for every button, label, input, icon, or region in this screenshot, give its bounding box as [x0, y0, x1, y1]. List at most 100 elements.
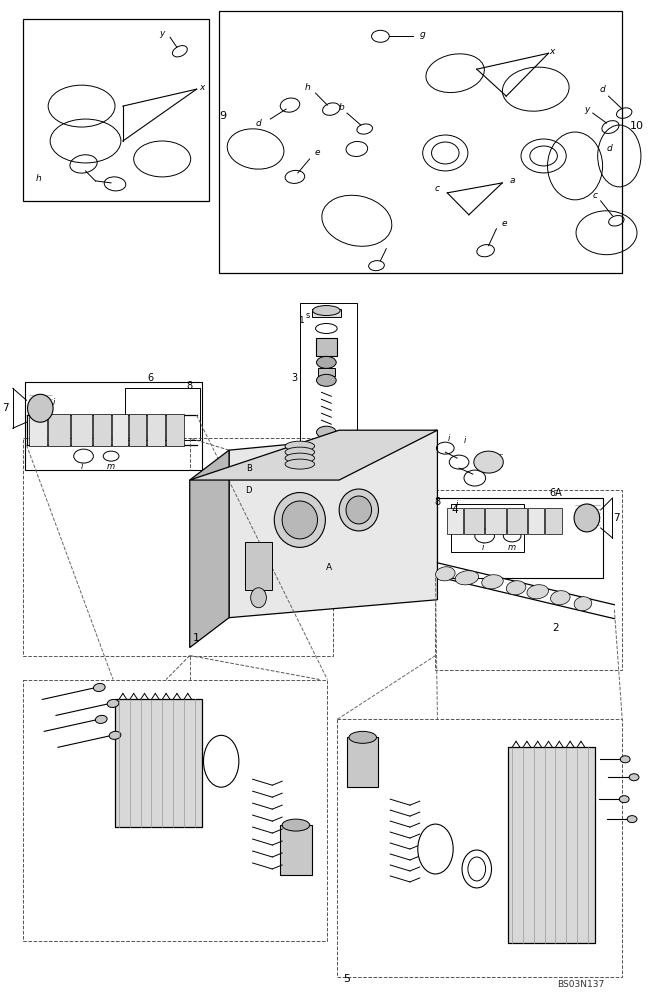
Text: h: h [36, 174, 41, 183]
Bar [25, 382, 202, 470]
Bar [316, 338, 337, 356]
Polygon shape [229, 430, 437, 618]
Text: i: i [448, 434, 450, 443]
Text: i: i [53, 398, 55, 407]
Text: 7: 7 [613, 513, 619, 523]
Ellipse shape [551, 591, 570, 605]
Text: 6A: 6A [549, 488, 562, 498]
Bar [125, 388, 200, 440]
Bar [347, 737, 378, 787]
Polygon shape [190, 430, 437, 480]
Bar [280, 825, 312, 875]
Text: i: i [464, 436, 466, 445]
Ellipse shape [619, 796, 629, 803]
Ellipse shape [316, 426, 336, 438]
Ellipse shape [629, 774, 639, 781]
Bar [544, 508, 562, 534]
Ellipse shape [627, 816, 637, 823]
Ellipse shape [506, 581, 526, 595]
Text: s: s [305, 311, 310, 320]
Bar [437, 498, 603, 578]
Bar [312, 309, 341, 317]
Ellipse shape [435, 567, 455, 581]
Ellipse shape [316, 374, 336, 386]
Ellipse shape [481, 575, 503, 589]
Text: i: i [481, 543, 484, 552]
Text: y: y [584, 105, 590, 114]
Ellipse shape [282, 501, 318, 539]
Bar [148, 414, 165, 446]
Text: 7: 7 [2, 403, 9, 413]
Bar [464, 508, 483, 534]
Text: 10: 10 [630, 121, 644, 131]
Text: A: A [326, 563, 332, 572]
Ellipse shape [251, 588, 266, 608]
Ellipse shape [339, 489, 378, 531]
Ellipse shape [27, 394, 53, 422]
Text: c: c [435, 184, 440, 193]
Bar [507, 508, 527, 534]
Ellipse shape [109, 731, 121, 739]
Bar [245, 542, 272, 590]
Text: h: h [305, 83, 310, 92]
Bar [528, 508, 544, 534]
Bar [23, 680, 327, 941]
Bar [435, 490, 622, 670]
Text: 2: 2 [552, 623, 559, 633]
Ellipse shape [285, 453, 314, 463]
Text: 8: 8 [434, 497, 441, 507]
Ellipse shape [455, 571, 479, 585]
Text: B: B [246, 464, 251, 473]
Text: g: g [420, 30, 426, 39]
Ellipse shape [203, 735, 239, 787]
Text: 8: 8 [187, 381, 193, 391]
Ellipse shape [93, 683, 105, 692]
Ellipse shape [620, 756, 630, 763]
Bar [451, 504, 524, 552]
Ellipse shape [468, 857, 485, 881]
Text: x: x [549, 47, 554, 56]
Text: 3: 3 [292, 373, 298, 383]
Text: x: x [199, 83, 204, 92]
Text: e: e [502, 219, 507, 228]
Ellipse shape [574, 597, 592, 611]
Bar [300, 303, 357, 454]
Bar [447, 508, 463, 534]
Ellipse shape [574, 504, 599, 532]
Bar [48, 414, 70, 446]
Text: m: m [508, 543, 516, 552]
Bar [166, 414, 184, 446]
Ellipse shape [474, 451, 503, 473]
Bar [508, 747, 595, 943]
Bar [71, 414, 93, 446]
Text: 5: 5 [343, 974, 351, 984]
Text: 1: 1 [299, 316, 305, 325]
Bar [219, 11, 622, 273]
Ellipse shape [274, 493, 325, 547]
Ellipse shape [462, 850, 492, 888]
Bar [23, 19, 209, 201]
Bar [337, 719, 622, 977]
Text: i: i [456, 500, 458, 509]
Ellipse shape [527, 585, 548, 599]
Text: c: c [592, 191, 597, 200]
Text: D: D [246, 486, 252, 495]
Bar [485, 508, 506, 534]
Ellipse shape [285, 447, 314, 457]
Bar [115, 699, 202, 827]
Text: d: d [256, 119, 261, 128]
Ellipse shape [95, 715, 107, 723]
Bar [112, 414, 128, 446]
Ellipse shape [316, 356, 336, 368]
Bar [129, 414, 146, 446]
Ellipse shape [312, 306, 340, 316]
Bar [23, 438, 333, 656]
Text: 9: 9 [219, 111, 226, 121]
Ellipse shape [346, 496, 371, 524]
Bar [318, 368, 335, 376]
Text: i: i [80, 462, 83, 471]
Bar [30, 414, 47, 446]
Ellipse shape [349, 731, 376, 743]
Ellipse shape [107, 699, 119, 707]
Text: BS03N137: BS03N137 [557, 980, 605, 989]
